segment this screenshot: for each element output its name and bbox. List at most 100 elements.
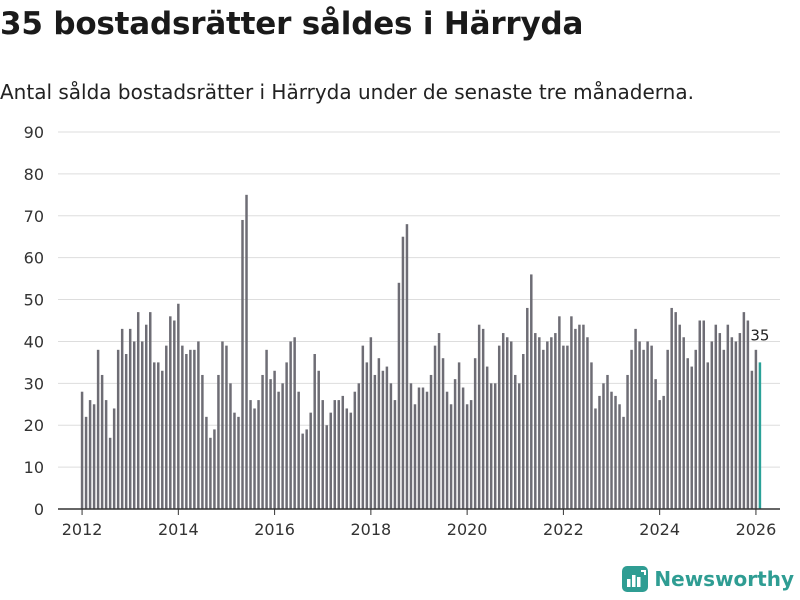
newsworthy-icon (622, 566, 649, 592)
bar (281, 383, 284, 509)
bar (373, 374, 377, 509)
bar (144, 324, 148, 509)
bar (257, 400, 260, 509)
bar (341, 395, 345, 509)
bar (421, 387, 425, 509)
bar (453, 379, 457, 509)
bar (433, 345, 437, 509)
bar (674, 312, 677, 509)
x-tick-label: 2016 (254, 520, 295, 539)
bar (96, 349, 100, 509)
bar (381, 370, 385, 509)
bar (413, 404, 417, 509)
bar (80, 391, 84, 509)
bar (658, 400, 661, 509)
bar (473, 358, 477, 509)
bar (622, 416, 625, 509)
bar (706, 362, 710, 509)
bar (265, 349, 268, 509)
bar (542, 349, 545, 509)
bar (594, 408, 597, 509)
bar (345, 408, 349, 509)
bar (285, 362, 288, 509)
bar (501, 333, 505, 509)
bar (389, 383, 393, 509)
bar (718, 333, 722, 509)
bar (722, 349, 726, 509)
bar (514, 374, 517, 509)
bar (469, 400, 473, 509)
bar (153, 362, 156, 509)
bar (417, 387, 421, 509)
bar (574, 328, 577, 509)
bar (189, 349, 192, 509)
y-tick-label: 40 (24, 332, 44, 351)
bar (578, 324, 581, 509)
bar (546, 341, 549, 509)
bar (337, 400, 341, 509)
bar (654, 379, 657, 509)
bar (128, 328, 132, 509)
y-tick-label: 50 (24, 291, 44, 310)
bar (313, 354, 316, 509)
y-tick-label: 10 (24, 458, 44, 477)
bar (221, 341, 224, 509)
bar (425, 391, 429, 509)
bar (509, 341, 513, 509)
bar (554, 333, 557, 509)
bar (738, 333, 742, 509)
bar (293, 337, 296, 509)
bar (618, 404, 621, 509)
bar (598, 395, 601, 509)
bar (602, 383, 605, 509)
bar (369, 337, 373, 509)
bar (586, 337, 589, 509)
bar (690, 366, 693, 509)
bar (742, 312, 746, 509)
bar (157, 362, 160, 509)
bar (437, 333, 441, 509)
bar (149, 312, 152, 509)
bar (526, 307, 529, 509)
bar (646, 341, 649, 509)
y-tick-label: 20 (24, 416, 44, 435)
bar (698, 320, 701, 509)
bar (108, 437, 112, 509)
bar (702, 320, 706, 509)
y-tick-label: 90 (24, 123, 44, 142)
bar (289, 341, 292, 509)
bar (261, 374, 264, 509)
y-axis-tick-labels: 0 10 20 30 40 50 60 70 80 90 (24, 123, 44, 519)
bar (277, 391, 280, 509)
bar (518, 383, 521, 509)
bar (377, 358, 381, 509)
bar (666, 349, 669, 509)
bar (317, 370, 320, 509)
bar (88, 400, 92, 509)
bar (217, 374, 220, 509)
bar (650, 345, 653, 509)
y-tick-label: 30 (24, 374, 44, 393)
bar (120, 328, 124, 509)
bar (229, 383, 232, 509)
bar (385, 366, 389, 509)
bar (245, 194, 248, 510)
bar (538, 337, 541, 509)
bar (269, 379, 272, 509)
y-tick-label: 0 (34, 500, 44, 519)
bar-series (80, 194, 762, 510)
x-tick-label: 2020 (447, 520, 488, 539)
bar (249, 400, 252, 509)
bar (489, 383, 493, 509)
x-tick-label: 2018 (351, 520, 392, 539)
bar (84, 416, 88, 509)
x-tick-label: 2012 (62, 520, 103, 539)
bar (465, 404, 469, 509)
bar (401, 236, 405, 509)
bar (610, 391, 613, 509)
bar (582, 324, 585, 509)
bar (309, 412, 312, 509)
bar (397, 282, 401, 509)
y-tick-label: 60 (24, 249, 44, 268)
